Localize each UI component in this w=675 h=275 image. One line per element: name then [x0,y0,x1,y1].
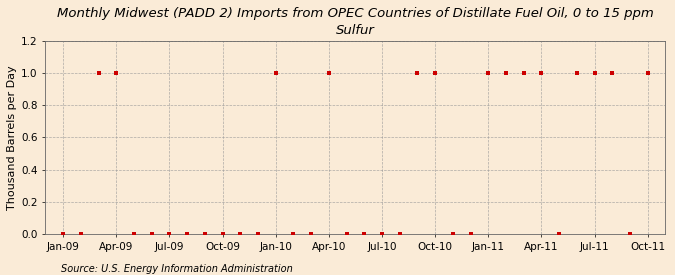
Point [235,232,246,236]
Point [465,232,476,236]
Point [306,232,317,236]
Point [128,232,139,236]
Point [252,232,263,236]
Point [323,71,334,75]
Point [288,232,299,236]
Point [377,232,387,236]
Point [430,71,441,75]
Point [589,71,600,75]
Point [554,232,564,236]
Point [412,71,423,75]
Title: Monthly Midwest (PADD 2) Imports from OPEC Countries of Distillate Fuel Oil, 0 t: Monthly Midwest (PADD 2) Imports from OP… [57,7,654,37]
Point [448,232,458,236]
Point [536,71,547,75]
Point [146,232,157,236]
Point [217,232,228,236]
Point [572,71,583,75]
Point [111,71,122,75]
Point [607,71,618,75]
Point [199,232,210,236]
Point [643,71,653,75]
Point [624,232,635,236]
Point [93,71,104,75]
Point [164,232,175,236]
Text: Source: U.S. Energy Information Administration: Source: U.S. Energy Information Administ… [61,264,292,274]
Point [359,232,370,236]
Point [394,232,405,236]
Point [518,71,529,75]
Point [57,232,68,236]
Point [501,71,512,75]
Point [270,71,281,75]
Point [182,232,192,236]
Point [483,71,493,75]
Y-axis label: Thousand Barrels per Day: Thousand Barrels per Day [7,65,17,210]
Point [341,232,352,236]
Point [76,232,86,236]
